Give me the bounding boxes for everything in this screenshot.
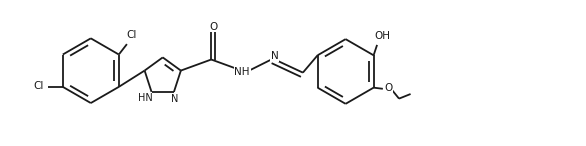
Text: OH: OH <box>375 31 391 41</box>
Text: Cl: Cl <box>33 81 44 91</box>
Text: Cl: Cl <box>127 30 137 40</box>
Text: NH: NH <box>234 67 250 77</box>
Text: HN: HN <box>138 93 152 103</box>
Text: N: N <box>271 51 278 61</box>
Text: O: O <box>209 22 217 32</box>
Text: N: N <box>171 94 179 104</box>
Text: O: O <box>384 83 393 93</box>
